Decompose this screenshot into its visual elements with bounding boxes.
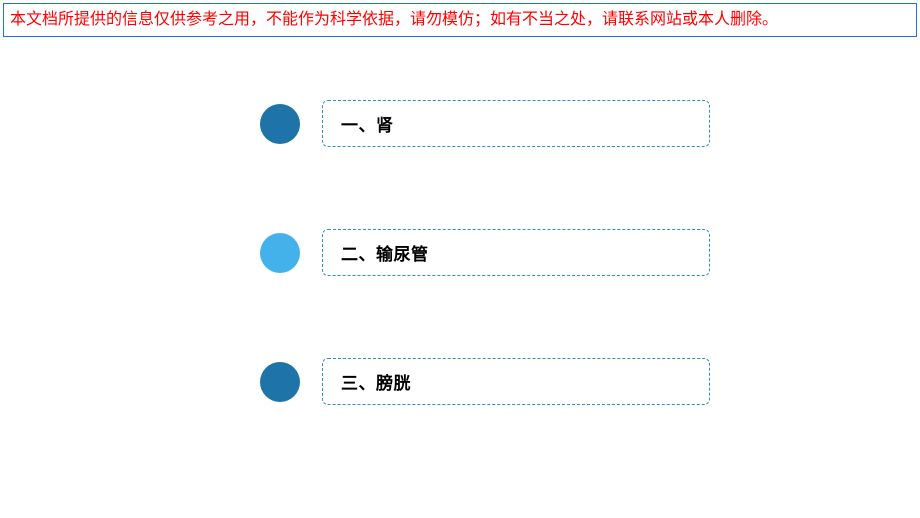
item-label-box: 三、膀胱	[322, 358, 710, 405]
warning-text: 本文档所提供的信息仅供参考之用，不能作为科学依据，请勿模仿；如有不当之处，请联系…	[10, 11, 778, 28]
item-label: 二、输尿管	[341, 245, 429, 264]
list-item: 二、输尿管	[260, 229, 710, 276]
bullet-circle-icon	[260, 362, 300, 402]
list-item: 一、肾	[260, 100, 710, 147]
bullet-circle-icon	[260, 233, 300, 273]
item-label: 一、肾	[341, 116, 394, 135]
list-item: 三、膀胱	[260, 358, 710, 405]
item-label-box: 二、输尿管	[322, 229, 710, 276]
item-label-box: 一、肾	[322, 100, 710, 147]
bullet-circle-icon	[260, 104, 300, 144]
warning-banner: 本文档所提供的信息仅供参考之用，不能作为科学依据，请勿模仿；如有不当之处，请联系…	[3, 3, 917, 37]
item-label: 三、膀胱	[341, 374, 411, 393]
content-list: 一、肾 二、输尿管 三、膀胱	[260, 100, 710, 487]
